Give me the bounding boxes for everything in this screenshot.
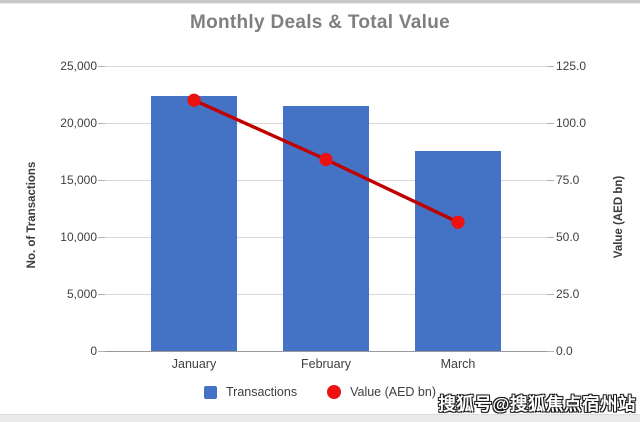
bar-march: [415, 151, 501, 351]
tick-mark: [547, 237, 554, 238]
tick-mark: [98, 237, 105, 238]
tick-mark: [98, 66, 105, 67]
right-axis-tick-label: 50.0: [556, 230, 580, 244]
tick-mark: [547, 294, 554, 295]
x-axis-label-january: January: [171, 357, 217, 371]
legend: Transactions Value (AED bn): [0, 382, 640, 402]
tick-mark: [98, 180, 105, 181]
left-axis-tick-label: 20,000: [60, 116, 97, 130]
value-point-february: [319, 152, 333, 167]
legend-item: Transactions: [203, 385, 298, 399]
legend-circle-swatch: [327, 385, 342, 399]
tick-mark: [98, 123, 105, 124]
plot-area: [105, 66, 547, 352]
left-axis-tick-label: 0: [90, 344, 97, 358]
right-axis-tick-label: 0.0: [556, 344, 573, 358]
tick-mark: [547, 66, 554, 67]
right-axis-tick-label: 125.0: [556, 59, 587, 73]
x-axis-label-february: February: [300, 357, 352, 371]
line-series: [187, 93, 465, 229]
value-point-january: [187, 93, 201, 107]
legend-item: Value (AED bn): [327, 385, 436, 399]
bottom-strip: [0, 414, 640, 422]
left-axis-tick-label: 15,000: [60, 173, 97, 187]
watermark-text: 搜狐号@搜狐焦点宿州站: [438, 394, 636, 414]
left-axis-tick-label: 10,000: [60, 230, 97, 244]
x-axis-label-march: March: [440, 357, 476, 371]
top-border-line: [0, 0, 640, 4]
tick-mark: [547, 351, 554, 352]
legend-label: Transactions: [225, 385, 298, 399]
left-axis-tick-label: 25,000: [60, 59, 97, 73]
legend-label: Value (AED bn): [350, 385, 436, 399]
right-axis-tick-label: 100.0: [556, 116, 587, 130]
legend-square-swatch: [203, 385, 217, 399]
x-axis-line: [105, 351, 547, 352]
tick-mark: [547, 123, 554, 124]
right-axis-tick-label: 25.0: [556, 287, 580, 301]
left-axis-tick-label: 5,000: [66, 287, 97, 301]
right-axis-title: Value (AED bn): [613, 175, 625, 259]
right-axis-tick-label: 75.0: [556, 173, 580, 187]
tick-mark: [98, 351, 105, 352]
chart-title: Monthly Deals & Total Value: [189, 12, 451, 33]
tick-mark: [98, 294, 105, 295]
value-point-march: [451, 215, 465, 229]
tick-mark: [547, 180, 554, 181]
left-axis-title: No. of Transactions: [26, 161, 38, 269]
gridline: [105, 66, 547, 67]
bar-january: [151, 96, 237, 351]
